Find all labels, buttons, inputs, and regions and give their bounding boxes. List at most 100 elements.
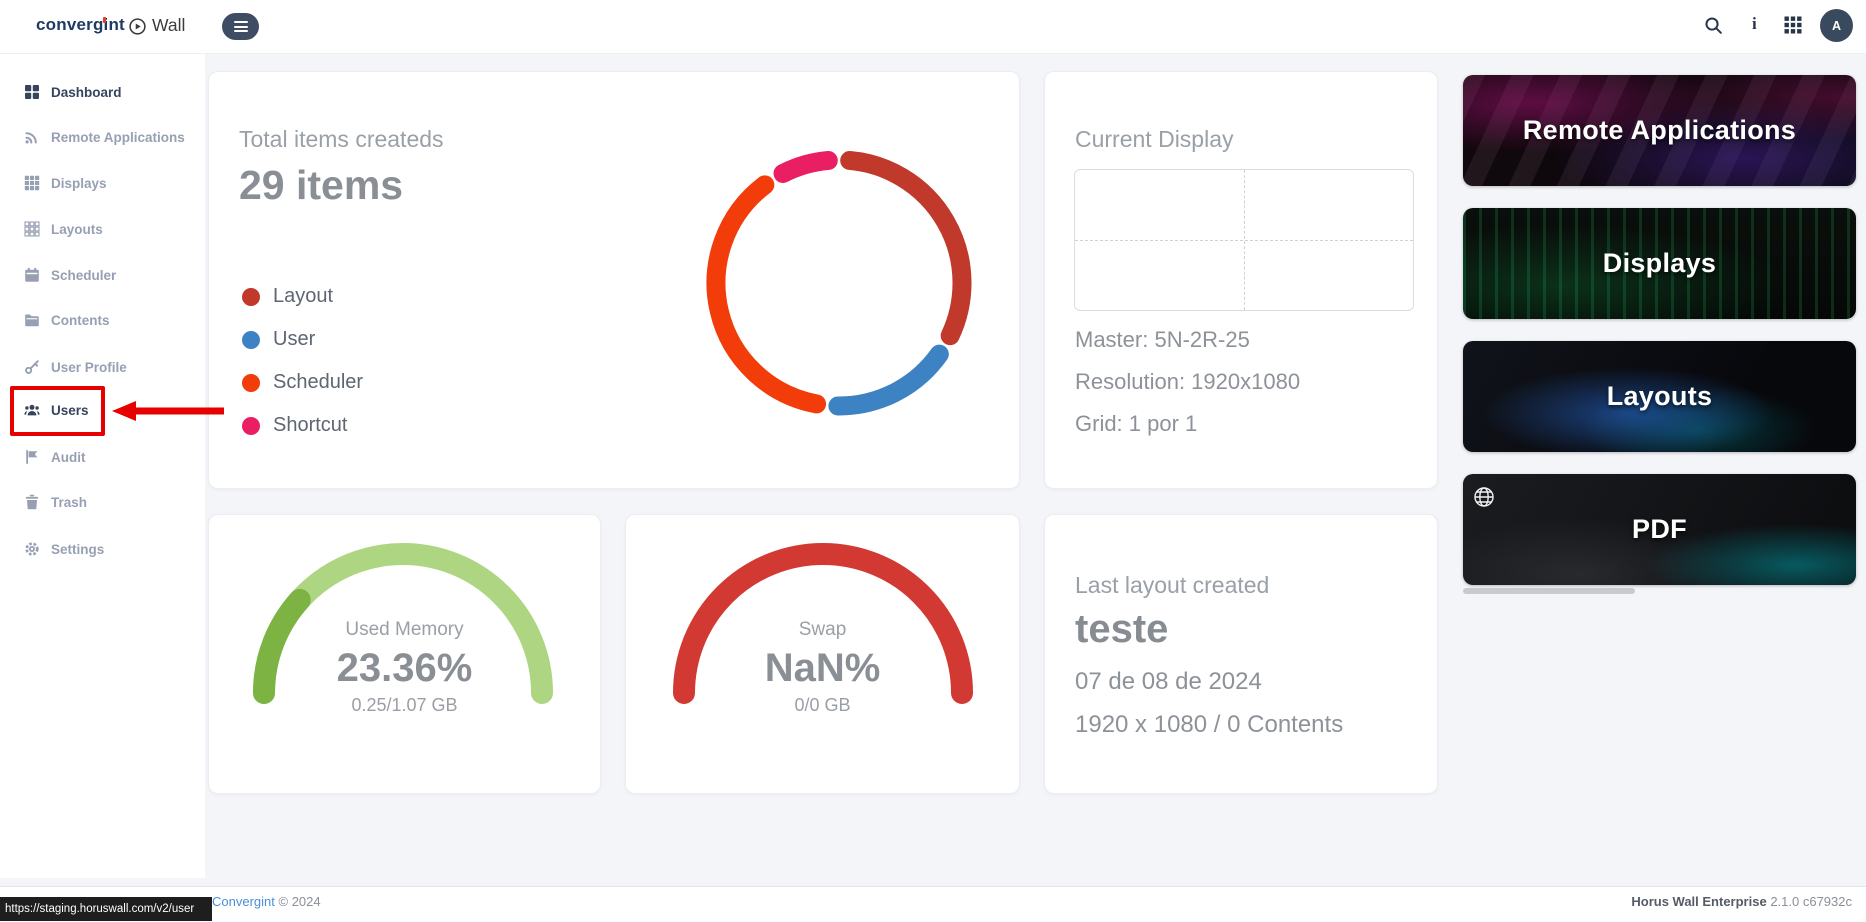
- key-icon: [25, 360, 39, 374]
- used-memory-gauge: [253, 543, 553, 704]
- sidebar-item-label: Displays: [51, 175, 107, 191]
- donut-segment-user: [828, 344, 949, 416]
- footer-copyright: Convergint © 2024: [212, 894, 321, 909]
- sidebar-item-label: Audit: [51, 449, 86, 465]
- horizontal-scrollbar[interactable]: [1463, 588, 1635, 594]
- sidebar-item-label: User Profile: [51, 359, 127, 375]
- gauge-detail: 0.25/1.07 GB: [351, 695, 458, 715]
- legend-item: Layout: [242, 285, 363, 308]
- donut-segment-shortcut: [773, 150, 838, 183]
- display-grid-preview: [1074, 169, 1414, 311]
- sidebar-item-remote-applications[interactable]: Remote Applications: [0, 115, 205, 159]
- legend-label: Layout: [273, 285, 334, 307]
- folder-icon: [25, 314, 39, 327]
- card-title: Last layout created: [1075, 572, 1270, 598]
- footer-product-name: Horus Wall Enterprise: [1631, 894, 1767, 909]
- users-icon: [24, 404, 40, 416]
- legend-label: Scheduler: [273, 371, 364, 393]
- legend-label: Shortcut: [273, 414, 348, 436]
- sidebar-item-audit[interactable]: Audit: [0, 435, 205, 479]
- top-bar: convergint Wall i A: [0, 0, 1866, 54]
- search-icon[interactable]: [1703, 15, 1724, 36]
- layout-name: teste: [1075, 607, 1169, 651]
- used-memory-card: Used Memory 23.36% 0.25/1.07 GB: [208, 514, 601, 794]
- legend-label: User: [273, 328, 316, 350]
- flag-icon: [26, 450, 38, 464]
- layout-meta: 1920 x 1080 / 0 Contents: [1075, 711, 1344, 738]
- total-items-value: 29 items: [239, 162, 404, 208]
- sidebar-item-users[interactable]: Users: [0, 388, 205, 432]
- sidebar-item-label: Layouts: [51, 221, 103, 237]
- quick-link-layouts[interactable]: Layouts: [1463, 341, 1856, 452]
- sidebar-item-user-profile[interactable]: User Profile: [0, 345, 205, 389]
- gauge-active-arc: [253, 588, 311, 704]
- quick-link-displays[interactable]: Displays: [1463, 208, 1856, 319]
- footer-version: Horus Wall Enterprise 2.1.0 c67932c: [1631, 894, 1852, 909]
- sidebar-item-label: Contents: [51, 312, 110, 328]
- donut-segment-layout: [840, 150, 972, 346]
- sidebar-item-label: Remote Applications: [51, 129, 185, 145]
- convergint-logo[interactable]: convergint: [36, 15, 125, 34]
- current-display-card: Current Display Master: 5N-2R-25 Resolut…: [1044, 71, 1438, 489]
- menu-toggle-button[interactable]: [222, 13, 259, 40]
- logo-accent-mark: [103, 17, 106, 23]
- sidebar-item-label: Dashboard: [51, 84, 122, 100]
- calendar-icon: [25, 267, 39, 282]
- gear-icon: [25, 542, 39, 556]
- gauge-value: 23.36%: [336, 646, 473, 690]
- legend-dot: [242, 416, 260, 435]
- avatar[interactable]: A: [1820, 9, 1853, 42]
- last-layout-card: Last layout created teste 07 de 08 de 20…: [1044, 514, 1438, 794]
- preview-horizontal-divider: [1075, 240, 1413, 241]
- swap-gauge: [673, 543, 973, 704]
- quick-link-pdf[interactable]: PDF: [1463, 474, 1856, 585]
- legend-item: Scheduler: [242, 371, 363, 394]
- legend-dot: [242, 287, 260, 306]
- sidebar-item-label: Users: [51, 402, 89, 418]
- gauge-title: Swap: [798, 619, 847, 640]
- sidebar-item-trash[interactable]: Trash: [0, 480, 205, 524]
- display-grid: Grid: 1 por 1: [1075, 411, 1198, 436]
- sidebar-item-label: Trash: [51, 494, 88, 510]
- sidebar-item-displays[interactable]: Displays: [0, 161, 205, 205]
- sidebar: Dashboard Remote Applications Displays L…: [0, 53, 205, 878]
- donut-segment-scheduler: [706, 175, 827, 414]
- sidebar-item-dashboard[interactable]: Dashboard: [0, 70, 205, 114]
- total-items-card: Total items createds 29 items Layout User…: [208, 71, 1020, 489]
- legend-dot: [242, 373, 260, 392]
- quick-link-label: Remote Applications: [1522, 115, 1797, 145]
- footer: Convergint © 2024 Horus Wall Enterprise …: [0, 886, 1866, 922]
- status-url-tooltip: https://staging.horuswall.com/v2/user: [0, 897, 212, 921]
- footer-version-number: 2.1.0 c67932c: [1770, 894, 1852, 909]
- sidebar-item-scheduler[interactable]: Scheduler: [0, 253, 205, 297]
- apps-grid-icon[interactable]: [1784, 16, 1802, 34]
- sidebar-item-layouts[interactable]: Layouts: [0, 207, 205, 251]
- sidebar-item-label: Scheduler: [51, 267, 117, 283]
- swap-card: Swap NaN% 0/0 GB: [625, 514, 1020, 794]
- gauge-title: Used Memory: [345, 619, 464, 640]
- trash-icon: [25, 494, 39, 510]
- gauge-value: NaN%: [764, 646, 881, 690]
- card-title: Total items createds: [239, 126, 444, 152]
- info-icon[interactable]: i: [1752, 14, 1757, 33]
- legend-item: User: [242, 328, 363, 351]
- layout-date: 07 de 08 de 2024: [1075, 668, 1262, 695]
- wall-play-icon: [129, 18, 146, 35]
- copyright-suffix: © 2024: [278, 894, 321, 909]
- quick-link-label: Layouts: [1606, 381, 1713, 411]
- signal-icon: [25, 132, 37, 144]
- sidebar-item-settings[interactable]: Settings: [0, 527, 205, 571]
- legend-dot: [242, 330, 260, 349]
- items-donut-chart: [706, 150, 972, 416]
- dashboard-grid-icon: [25, 85, 39, 99]
- sidebar-item-label: Settings: [51, 541, 105, 557]
- sidebar-item-contents[interactable]: Contents: [0, 298, 205, 342]
- layout-grid-icon: [24, 221, 40, 237]
- grid-3x3-icon: [24, 175, 40, 191]
- quick-link-remote-applications[interactable]: Remote Applications: [1463, 75, 1856, 186]
- donut-legend: Layout User Scheduler Shortcut: [242, 285, 363, 457]
- gauge-track: [673, 543, 973, 704]
- quick-link-label: Displays: [1602, 248, 1717, 278]
- quick-link-label: PDF: [1632, 514, 1687, 544]
- convergint-link[interactable]: Convergint: [212, 894, 275, 909]
